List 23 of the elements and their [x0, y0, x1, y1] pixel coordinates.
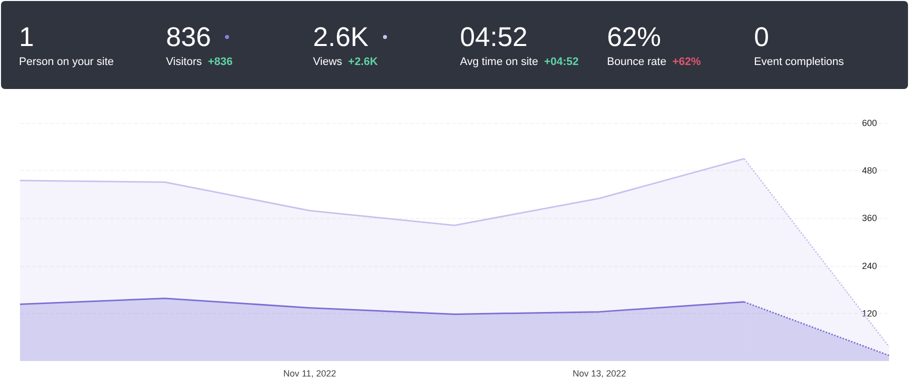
category-label: Views	[313, 56, 342, 68]
text: +836	[208, 56, 233, 68]
text: 836	[166, 22, 212, 52]
text: 04:52	[460, 22, 528, 52]
y-tick-label: 360	[862, 213, 877, 224]
category-label: Visitors	[166, 56, 202, 68]
category-label: Event completions	[754, 56, 844, 68]
category-label: Avg time on site	[460, 56, 538, 68]
y-tick-label: 600	[862, 118, 877, 128]
y-tick-label: 480	[862, 166, 877, 176]
x-tick-label: Nov 13, 2022	[572, 368, 626, 378]
text: 0	[754, 22, 770, 52]
text: 1	[19, 22, 34, 52]
category-label: Person on your site	[19, 56, 114, 68]
text: 62%	[607, 22, 662, 52]
text: +2.6K	[348, 56, 378, 68]
x-tick-label: Nov 11, 2022	[283, 368, 336, 378]
y-tick-label: 120	[862, 308, 877, 318]
y-tick-label: 240	[862, 260, 877, 271]
text: +62%	[672, 56, 701, 68]
text: 2.6K	[313, 22, 369, 52]
text: +04:52	[544, 56, 579, 68]
category-label: Bounce rate	[607, 56, 666, 68]
